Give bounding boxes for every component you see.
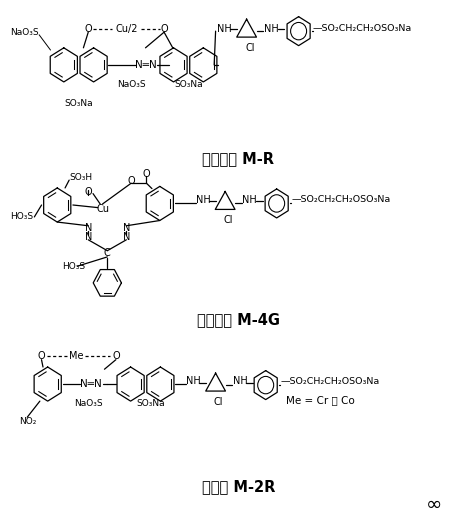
Text: NH: NH <box>232 376 247 387</box>
Text: O: O <box>84 23 92 34</box>
Text: C: C <box>104 248 110 258</box>
Text: Cu/2: Cu/2 <box>115 23 138 34</box>
Text: Cl: Cl <box>213 397 223 407</box>
Text: O: O <box>160 23 168 34</box>
Text: O: O <box>127 175 135 186</box>
Text: 活性深蓝 M-4G: 活性深蓝 M-4G <box>197 312 279 326</box>
Text: N═N: N═N <box>134 60 156 70</box>
Text: —SO₂CH₂CH₂OSO₃Na: —SO₂CH₂CH₂OSO₃Na <box>280 377 379 386</box>
Text: Me = Cr 或 Co: Me = Cr 或 Co <box>286 395 354 406</box>
Text: N═N: N═N <box>79 379 101 389</box>
Text: Cu: Cu <box>96 204 109 214</box>
Text: SO₃Na: SO₃Na <box>136 399 164 408</box>
Text: NH: NH <box>242 195 257 205</box>
Text: SO₃Na: SO₃Na <box>64 99 93 108</box>
Text: N: N <box>84 232 92 242</box>
Text: 活性深蓝 M-R: 活性深蓝 M-R <box>202 151 274 166</box>
Text: ∞: ∞ <box>425 495 441 514</box>
Text: O: O <box>112 350 119 361</box>
Text: NH: NH <box>186 376 200 387</box>
Text: N: N <box>84 223 92 234</box>
Text: N: N <box>122 223 130 234</box>
Text: Cl: Cl <box>245 43 254 53</box>
Text: Cl: Cl <box>223 215 232 225</box>
Text: NaO₃S: NaO₃S <box>117 79 145 89</box>
Text: NO₂: NO₂ <box>19 417 36 426</box>
Text: 活性黑 M-2R: 活性黑 M-2R <box>201 480 275 494</box>
Text: NaO₃S: NaO₃S <box>10 28 39 37</box>
Text: NH: NH <box>217 23 231 34</box>
Text: Me: Me <box>69 350 83 361</box>
Text: HO₃S: HO₃S <box>62 262 85 271</box>
Text: O: O <box>142 169 150 179</box>
Text: O: O <box>38 350 45 361</box>
Text: O: O <box>84 187 92 197</box>
Text: —SO₂CH₂CH₂OSO₃Na: —SO₂CH₂CH₂OSO₃Na <box>312 24 411 33</box>
Text: SO₃Na: SO₃Na <box>174 79 202 89</box>
Text: SO₃H: SO₃H <box>69 173 92 182</box>
Text: NH: NH <box>263 23 278 34</box>
Text: —SO₂CH₂CH₂OSO₃Na: —SO₂CH₂CH₂OSO₃Na <box>291 195 390 204</box>
Text: NH: NH <box>195 195 210 205</box>
Text: HO₃S: HO₃S <box>10 212 33 222</box>
Text: NaO₃S: NaO₃S <box>74 399 102 408</box>
Text: N: N <box>122 232 130 242</box>
